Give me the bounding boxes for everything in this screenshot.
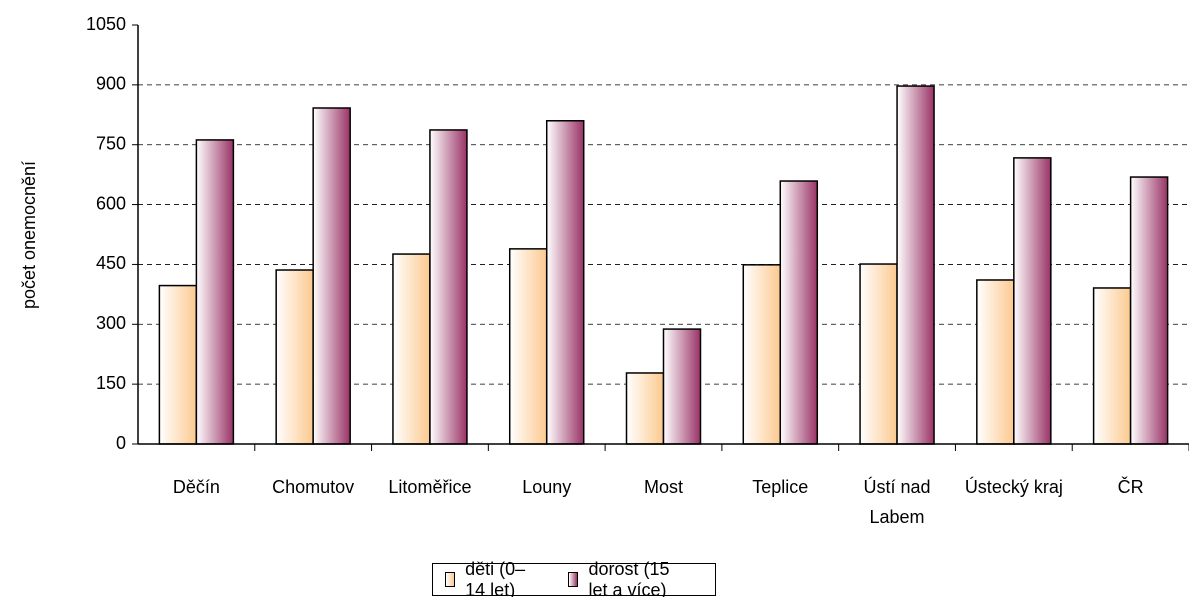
x-tick-label: Ústí nad Labem xyxy=(863,477,931,527)
y-tick-label: 450 xyxy=(96,253,126,273)
legend-swatch xyxy=(568,572,579,587)
bar xyxy=(429,129,468,445)
y-tick-label: 750 xyxy=(96,133,126,153)
bar xyxy=(1129,176,1169,445)
bar xyxy=(896,85,935,445)
bar xyxy=(545,120,585,445)
bar xyxy=(508,248,548,445)
x-tick-label: Litoměřice xyxy=(388,477,472,497)
bar xyxy=(195,139,235,445)
y-tick-label: 600 xyxy=(96,193,126,213)
legend-swatch xyxy=(445,572,456,587)
bar xyxy=(662,328,702,445)
x-tick-label: Louny xyxy=(522,477,572,497)
x-tick-label: Děčín xyxy=(172,477,220,497)
y-axis-label: počet onemocnění xyxy=(19,161,39,309)
x-tick-label: Ústecký kraj xyxy=(964,477,1063,497)
bar xyxy=(1013,157,1052,445)
y-tick-label: 1050 xyxy=(86,14,126,34)
bar xyxy=(1092,287,1132,445)
y-tick-label: 300 xyxy=(96,313,126,333)
x-tick-label: Most xyxy=(643,477,683,497)
x-tick-label: Chomutov xyxy=(272,477,355,497)
x-tick-label: Teplice xyxy=(752,477,809,497)
bar xyxy=(625,372,665,445)
bar xyxy=(312,107,351,445)
y-tick-label: 150 xyxy=(96,373,126,393)
bar xyxy=(859,263,898,445)
bar xyxy=(275,269,314,445)
bar xyxy=(392,253,431,445)
bar xyxy=(976,279,1015,445)
y-tick-label: 900 xyxy=(96,74,126,94)
legend: děti (0–14 let) dorost (15 let a více) xyxy=(432,559,716,597)
x-tick-label: ČR xyxy=(1117,477,1144,497)
legend-label: děti (0–14 let) xyxy=(465,558,526,597)
bar xyxy=(742,264,782,445)
y-tick-label: 0 xyxy=(116,433,126,453)
legend-item: dorost (15 let a více) xyxy=(568,559,693,597)
legend-label: dorost (15 let a více) xyxy=(588,558,670,597)
legend-item: děti (0–14 let) xyxy=(445,559,534,597)
bar xyxy=(779,180,819,445)
bar xyxy=(158,284,198,445)
